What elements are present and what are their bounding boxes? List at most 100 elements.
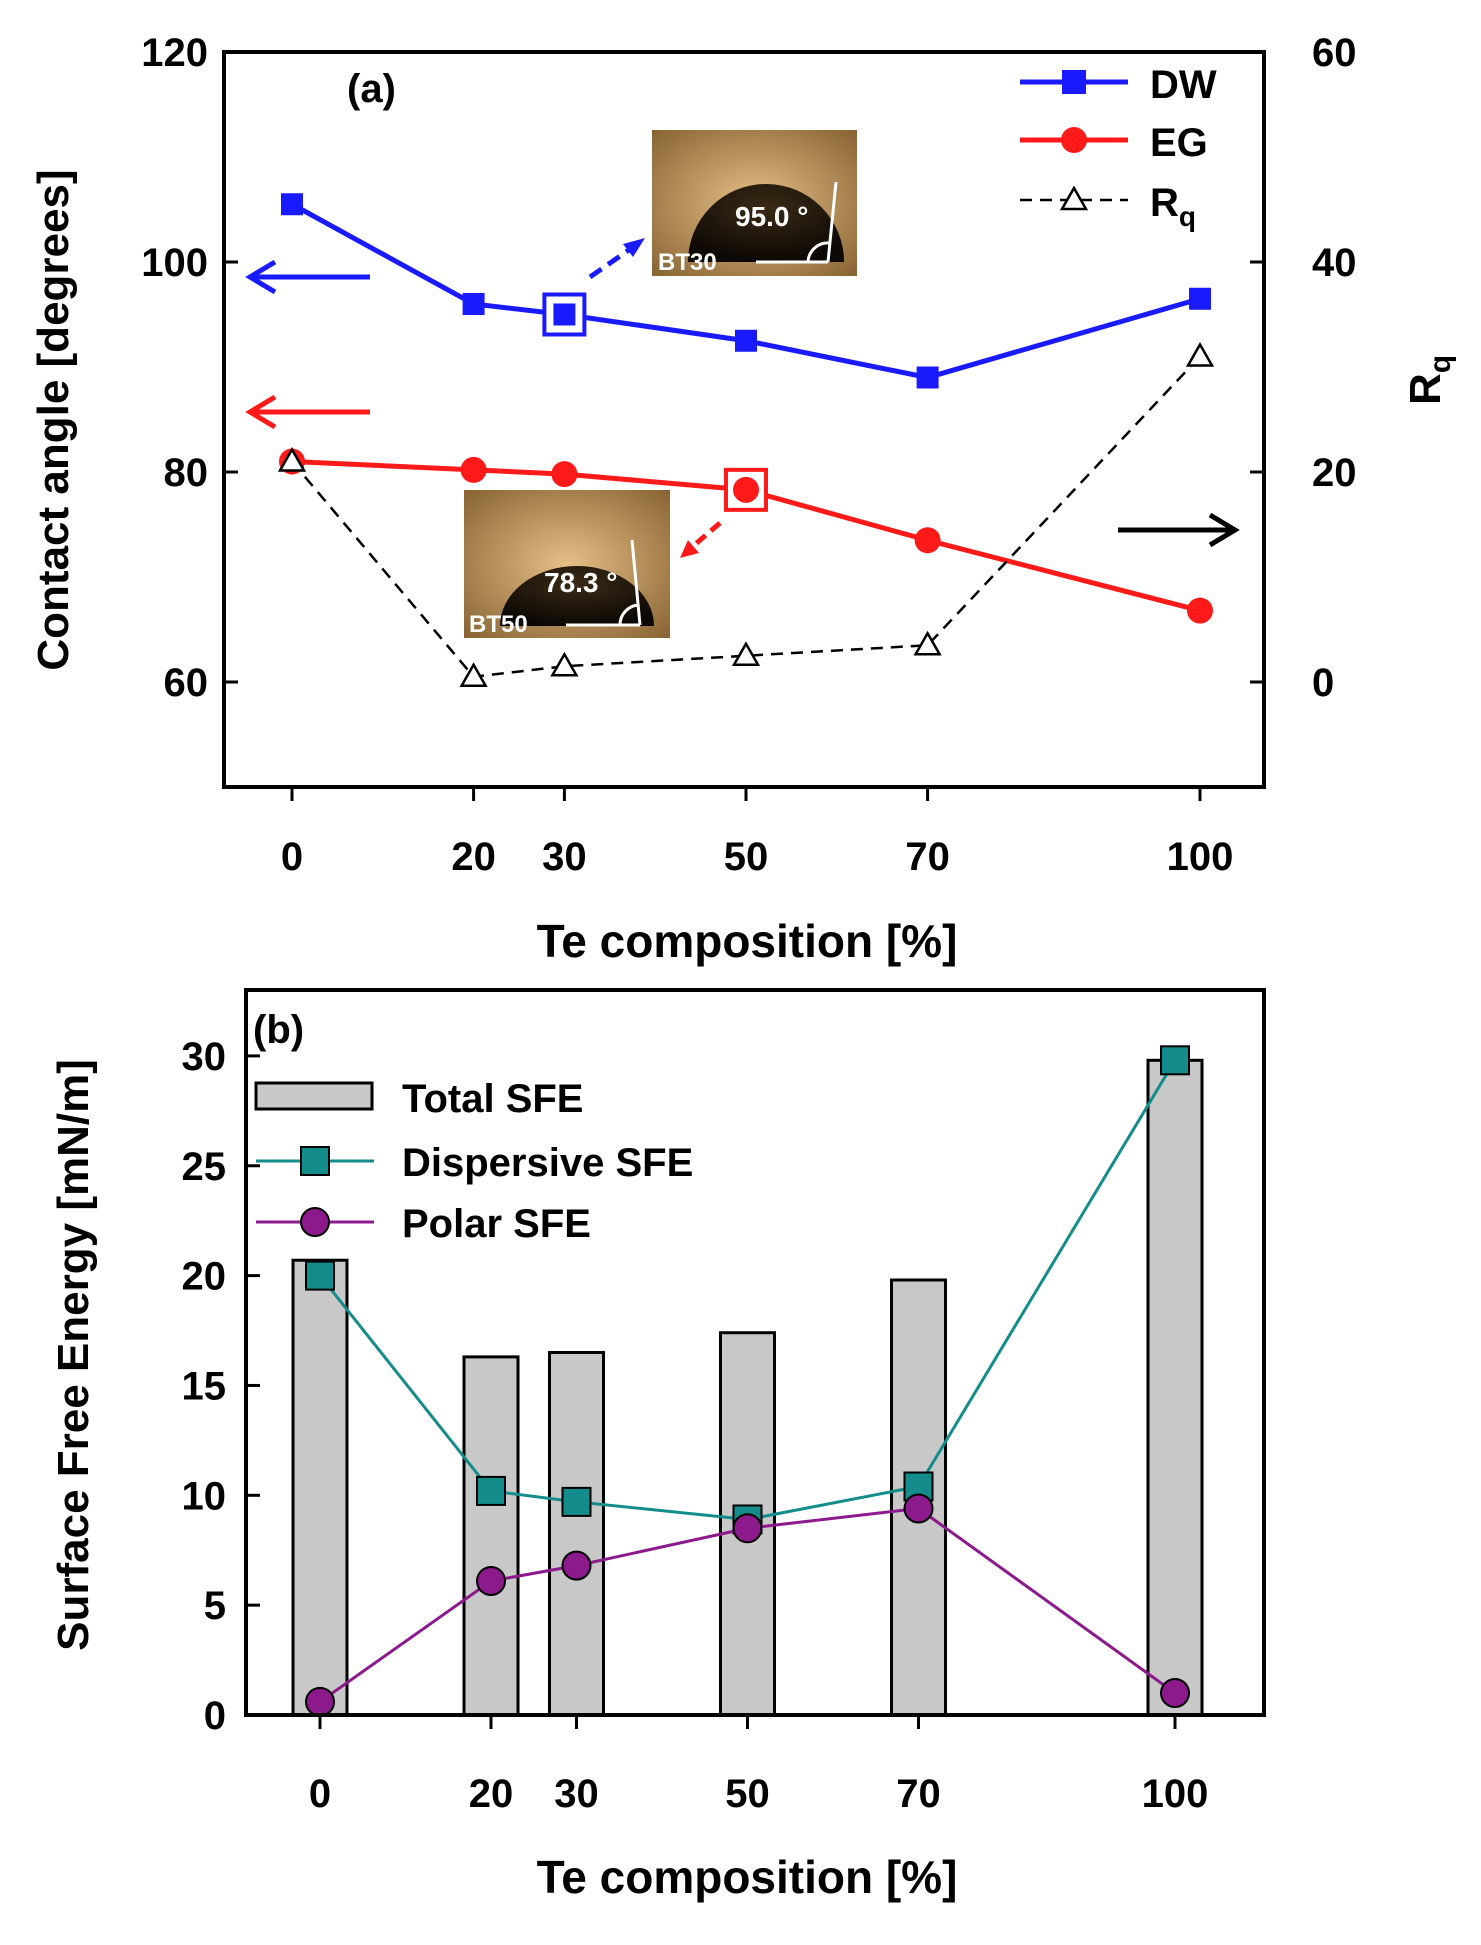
data-point <box>550 651 579 677</box>
y-tick-label: 10 <box>182 1474 227 1518</box>
inset-bt50-angle: 78.3 ° <box>544 567 617 598</box>
x-tick-label: 30 <box>542 835 587 879</box>
data-point <box>476 1475 506 1506</box>
data-point <box>1185 341 1215 367</box>
legend-label-dispersive-sfe: Dispersive SFE <box>402 1141 693 1185</box>
y2-tick-label: 0 <box>1312 661 1334 705</box>
data-point <box>561 1486 592 1517</box>
panel-a: 60 80 100 120 0 20 40 60 0 20 30 50 70 100 (a) Cont… <box>29 31 1457 967</box>
legend-item-dw: DW <box>1020 63 1217 107</box>
legend-item-rq: Rq <box>1020 181 1196 232</box>
panel-b-x-axis-label: Te composition [%] <box>537 1851 958 1903</box>
data-point <box>305 1260 335 1291</box>
y2-tick-label: 40 <box>1312 241 1357 285</box>
data-point <box>551 461 578 488</box>
series-line <box>290 202 1201 381</box>
inset-bt30-label: BT30 <box>658 249 717 276</box>
bar-total-sfe <box>548 1351 605 1717</box>
x-tick-label: 70 <box>896 1772 941 1816</box>
bar-total-sfe <box>291 1258 349 1717</box>
left-axis-arrow-dw <box>245 259 370 295</box>
panel-b-frame <box>244 988 1266 1717</box>
data-point <box>281 193 303 216</box>
data-point <box>731 641 761 666</box>
y-tick-label: 0 <box>204 1694 226 1738</box>
droplet-bt50 <box>500 566 654 626</box>
panel-b-y-axis-label: Surface Free Energy [mN/m] <box>49 1059 98 1651</box>
y-tick-label: 30 <box>182 1035 227 1079</box>
y-tick-label: 100 <box>141 241 208 285</box>
data-point <box>305 1686 335 1717</box>
data-point <box>733 476 759 503</box>
panel-b-series <box>305 1045 1190 1717</box>
x-tick-label: 100 <box>1142 1772 1209 1816</box>
inset-bt30-angle: 95.0 ° <box>735 201 808 232</box>
droplet-bt30 <box>688 184 844 262</box>
y-tick-label: 25 <box>182 1145 227 1189</box>
series-line <box>319 1506 1176 1704</box>
panel-a-right-axis: 0 20 40 60 <box>1250 31 1357 705</box>
legend-item-dispersive-sfe: Dispersive SFE <box>256 1141 693 1185</box>
data-point <box>561 1550 592 1581</box>
data-point <box>903 1493 934 1524</box>
data-point <box>1189 287 1211 310</box>
y-tick-label: 20 <box>182 1255 227 1299</box>
y-tick-label: 120 <box>141 31 208 75</box>
right-axis-arrow-rq <box>1118 512 1240 548</box>
inset-bt50-label: BT50 <box>469 611 528 638</box>
data-point <box>277 446 307 472</box>
y2-label-main: R <box>1401 373 1450 405</box>
y-tick-label: 5 <box>204 1584 226 1628</box>
series-line <box>291 459 1201 614</box>
x-tick-label: 0 <box>309 1772 331 1816</box>
data-point <box>1160 1678 1190 1709</box>
legend-label-dw: DW <box>1150 63 1217 107</box>
panel-a-y-axis-label: Contact angle [degrees] <box>29 169 78 670</box>
legend-rq-sub: q <box>1179 201 1196 232</box>
y-tick-label: 15 <box>182 1364 227 1408</box>
data-point <box>462 293 485 315</box>
legend-label-eg: EG <box>1150 121 1208 165</box>
series-line <box>318 1059 1177 1521</box>
x-tick-label: 70 <box>905 835 950 879</box>
x-tick-label: 20 <box>451 835 496 879</box>
x-tick-label: 100 <box>1167 835 1234 879</box>
panel-b-y-axis: 0 5 10 15 20 25 30 <box>182 1035 260 1738</box>
y-tick-label: 80 <box>164 451 209 495</box>
legend-label-rq: Rq <box>1150 181 1196 232</box>
legend-label-total-sfe: Total SFE <box>402 1077 583 1121</box>
panel-a-legend: DW EG Rq <box>1020 63 1217 232</box>
data-point <box>553 303 576 326</box>
y2-tick-label: 20 <box>1312 451 1357 495</box>
x-tick-label: 50 <box>724 835 769 879</box>
data-point <box>460 456 487 483</box>
legend-label-polar-sfe: Polar SFE <box>402 1202 591 1246</box>
series-line <box>291 355 1201 679</box>
panel-b-x-axis: 0 20 30 50 70 100 <box>309 1715 1209 1816</box>
y2-tick-label: 60 <box>1312 31 1357 75</box>
legend-rq-main: R <box>1150 181 1179 225</box>
panel-b-legend: Total SFE Dispersive SFE Polar SFE <box>254 1077 693 1246</box>
x-tick-label: 0 <box>281 835 303 879</box>
data-point <box>1187 597 1213 624</box>
bar-total-sfe <box>462 1355 520 1717</box>
inset-bt50: 78.3 ° BT50 <box>464 490 722 638</box>
panel-b-label: (b) <box>253 1008 304 1052</box>
panel-a-frame <box>222 50 1266 789</box>
x-tick-label: 30 <box>554 1772 599 1816</box>
data-point <box>735 329 757 352</box>
panel-a-x-axis: 0 20 30 50 70 100 <box>281 787 1234 879</box>
inset-bt30: 95.0 ° BT30 <box>588 130 857 280</box>
panel-b-bars <box>291 1058 1204 1717</box>
legend-item-eg: EG <box>1020 121 1208 165</box>
y-tick-label: 60 <box>164 661 209 705</box>
panel-a-y2-axis-label: Rq <box>1401 355 1457 405</box>
panel-a-x-axis-label: Te composition [%] <box>537 915 958 967</box>
bar-total-sfe <box>1146 1058 1204 1717</box>
panel-a-series <box>277 193 1215 687</box>
data-point <box>913 630 942 656</box>
legend-item-total-sfe: Total SFE <box>254 1077 583 1121</box>
data-point <box>916 366 939 389</box>
y2-label-sub: q <box>1424 355 1457 373</box>
